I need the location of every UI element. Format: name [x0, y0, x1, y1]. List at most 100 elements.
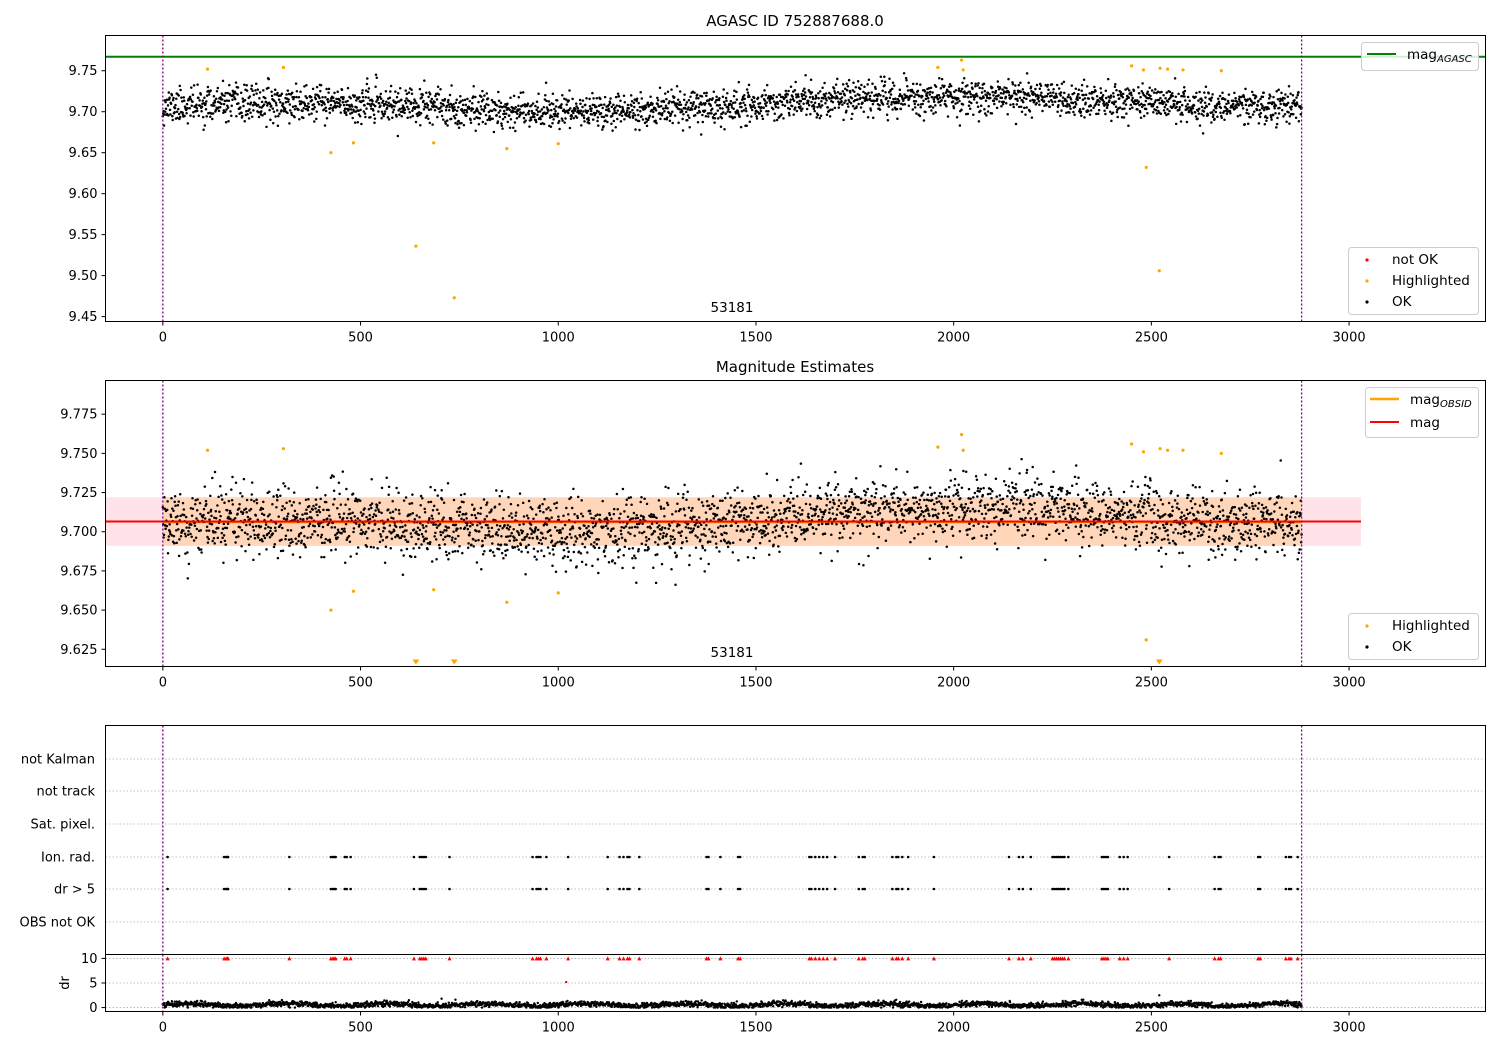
top-ok-point — [250, 84, 254, 88]
top-ok-point — [1138, 110, 1142, 114]
mid-ok-point — [635, 522, 639, 526]
mid-ok-point — [255, 501, 259, 505]
mid-ok-point — [677, 509, 681, 513]
mid-ok-point — [324, 537, 328, 541]
mid-ok-point — [422, 526, 425, 529]
mid-ok-point — [808, 503, 812, 506]
top-ok-point — [945, 88, 949, 92]
mid-ok-point — [679, 534, 683, 538]
top-ok-point — [787, 111, 791, 115]
mid-ok-point — [468, 534, 471, 537]
top-ok-point — [477, 123, 481, 126]
top-ok-point — [862, 110, 866, 113]
mid-ok-point — [174, 504, 177, 508]
top-ok-point — [570, 114, 574, 118]
mid-ok-point — [651, 532, 655, 535]
mid-ok-point — [326, 517, 329, 520]
mid-ok-point — [686, 490, 689, 493]
mid-ok-point — [163, 495, 166, 499]
mid-ok-point — [483, 550, 486, 553]
mid-ok-point — [312, 504, 315, 508]
top-ok-point — [327, 87, 331, 91]
mid-ok-point — [456, 550, 460, 553]
top-ok-point — [243, 99, 247, 102]
mid-ok-point — [498, 494, 502, 498]
mid-ok-point — [431, 508, 435, 512]
top-ok-point — [839, 92, 843, 95]
mid-ok-point — [693, 515, 696, 519]
mid-ok-point — [457, 534, 460, 538]
mid-ok-point — [892, 492, 896, 495]
top-ok-point — [197, 96, 200, 100]
top-ok-point — [1259, 111, 1263, 115]
mid-ok-point — [857, 495, 860, 499]
top-ok-point — [612, 103, 615, 107]
top-ok-point — [286, 111, 289, 115]
top-ok-point — [699, 101, 703, 104]
top-highlighted-point — [556, 142, 560, 146]
mid-ok-point — [249, 517, 252, 520]
top-axes-frame — [105, 35, 1486, 322]
mid-ok-point — [290, 538, 293, 541]
top-ok-point — [976, 105, 980, 108]
top-ok-point — [408, 110, 411, 114]
mid-ok-point — [590, 516, 593, 520]
top-ok-point — [462, 123, 466, 127]
top-ok-point — [236, 93, 239, 96]
top-ok-point — [234, 92, 237, 95]
mid-ok-point — [239, 492, 242, 495]
top-ok-point — [534, 120, 538, 124]
top-ok-point — [600, 115, 604, 118]
mid-ok-point — [169, 513, 172, 516]
top-ok-point — [314, 97, 318, 101]
top-ok-point — [379, 92, 383, 96]
mid-ok-point — [588, 535, 591, 539]
top-xtick-label-3: 1500 — [739, 331, 772, 346]
top-ok-point — [905, 79, 908, 82]
top-ok-point — [1027, 92, 1030, 95]
top-ok-point — [195, 106, 199, 110]
mid-ok-point — [597, 546, 601, 550]
top-ok-point — [996, 80, 1000, 83]
mid-ok-point — [233, 531, 237, 534]
top-ok-point — [353, 94, 356, 97]
mid-ok-point — [297, 539, 300, 543]
top-ok-point — [634, 128, 637, 131]
top-ok-point — [1163, 101, 1166, 104]
mid-ok-point — [603, 518, 606, 521]
top-ok-point — [1017, 83, 1021, 87]
mid-ok-point — [187, 562, 191, 566]
top-ok-point — [671, 121, 674, 125]
top-ok-point — [1252, 93, 1255, 97]
top-ok-point — [637, 119, 641, 123]
top-ok-point — [876, 94, 879, 98]
mid-ok-point — [189, 506, 193, 510]
top-ok-point — [815, 116, 818, 119]
top-ok-point — [195, 109, 199, 113]
mid-ok-point — [968, 522, 971, 525]
top-ok-point — [688, 126, 691, 129]
top-ok-point — [396, 134, 400, 138]
mid-ok-point — [324, 500, 328, 504]
top-ok-point — [648, 103, 652, 107]
mid-ok-point — [845, 499, 848, 502]
top-ok-point — [800, 94, 804, 98]
top-ok-point — [405, 97, 408, 100]
mid-ok-point — [258, 552, 261, 556]
mid-ok-point — [289, 529, 293, 532]
top-ok-point — [351, 105, 354, 108]
top-ok-point — [228, 83, 231, 87]
top-highlighted-point — [281, 65, 286, 70]
top-ok-point — [926, 96, 930, 100]
mid-ok-point — [204, 499, 208, 503]
mid-ok-point — [364, 530, 368, 533]
mid-ok-point — [716, 526, 720, 529]
mid-ok-point — [516, 503, 520, 507]
top-ok-point — [824, 97, 828, 100]
mid-ok-point — [703, 548, 707, 552]
mid-ok-point — [359, 511, 363, 514]
top-ok-point — [409, 116, 412, 119]
mid-ok-point — [491, 542, 494, 545]
mid-ok-point — [447, 552, 451, 555]
mid-ok-point — [824, 522, 828, 526]
